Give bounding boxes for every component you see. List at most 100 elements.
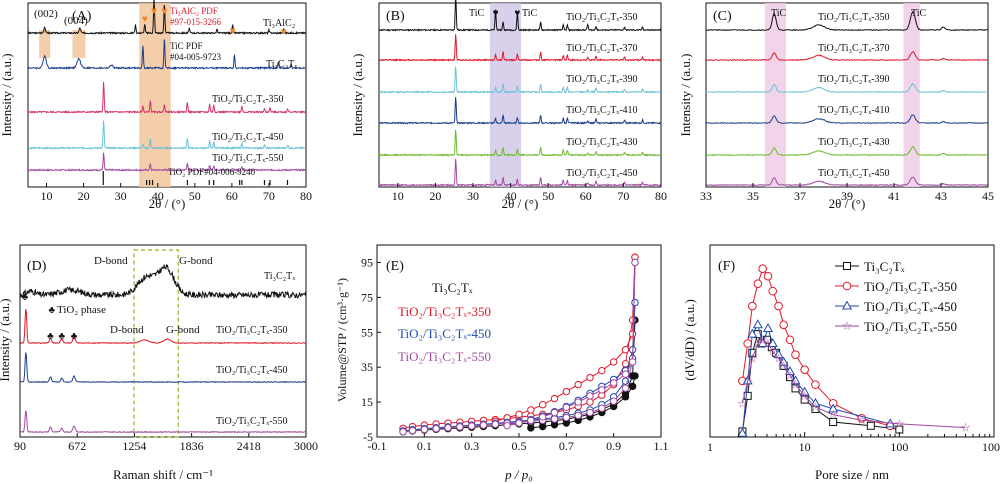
- series-b-430: TiO₂/Ti₃C₂Tₓ-430: [566, 137, 638, 148]
- panel-c-lines: [705, 10, 989, 187]
- panel-d: ♣ ♣ ♣ ♣ ♣ 90 672 1254 1836 2418 3000 (D) D-bond G…: [0, 244, 318, 482]
- series-b-370: TiO₂/Ti₃C₂Tₓ-370: [566, 43, 638, 54]
- series-d-ti3c2: Ti₃C₂Tₓ: [264, 271, 295, 282]
- b-xtick-label-6: 70: [617, 189, 629, 203]
- tic-peak-marker-b-0: ♥: [493, 8, 499, 19]
- psd-point-1-10: [791, 350, 800, 360]
- isotherm-point-3-0-16: [586, 408, 594, 417]
- club-marker-0: ♣: [22, 292, 29, 303]
- panel-e-lines: [399, 253, 639, 436]
- e-ytick-label-2: 35: [361, 360, 373, 374]
- panel-b-xlabel: 2θ / (°): [502, 196, 539, 211]
- legend-f-marker-0: [843, 262, 851, 270]
- tic-pdf-label: TiC PDF: [170, 41, 202, 51]
- b-xtick-label-1: 20: [429, 189, 441, 203]
- psd-point-2-3: [752, 319, 763, 329]
- isotherm-point-3-0-18: [609, 397, 618, 405]
- tic-label-c-1: TiC: [771, 8, 787, 19]
- peak-002-label: (002): [34, 8, 58, 20]
- psd-point-1-5: [763, 271, 773, 281]
- psd-point-2-6: [767, 337, 778, 347]
- isotherm-point-1-1-3: [527, 406, 535, 414]
- isotherm-point-1-1-2: [515, 410, 523, 419]
- psd-point-1-4: [758, 264, 767, 274]
- legend-f-label-2: TiO₂/Ti₃C₂Tₓ-450: [864, 299, 957, 314]
- isotherm-point-1-1-11: [621, 346, 630, 354]
- b-xtick-label-2: 30: [467, 189, 479, 203]
- isotherm-point-0-1-1: [538, 422, 547, 431]
- series-c-390: TiO₂/Ti₃C₂Tₓ-390: [818, 74, 890, 85]
- psd-point-1-9: [785, 335, 795, 345]
- isotherm-point-3-0-17: [598, 404, 606, 412]
- psd-point-3-10: ☆: [790, 378, 801, 392]
- b-xtick-label-7: 80: [655, 189, 667, 203]
- panel-a-ylabel: Intensity / (a.u.): [0, 53, 14, 136]
- isotherm-point-3-0-1: [408, 426, 417, 435]
- band-a-0: [39, 30, 51, 58]
- tic-label-b-2: TiC: [522, 8, 538, 19]
- a-xtick-label-7: 80: [300, 189, 312, 203]
- b-xtick-label-5: 60: [580, 189, 592, 203]
- isotherm-point-1-1-9: [598, 366, 606, 375]
- panel-b-bands: [489, 3, 522, 187]
- series-c-430: TiO₂/Ti₃C₂Tₓ-430: [818, 137, 890, 148]
- panel-a-ticks: 10 20 30 40 50 60 70 80: [41, 183, 312, 203]
- panel-e-xlabel: p / p₀: [504, 467, 533, 482]
- panel-a: ♥♥ ♥♥ ♥ 10 20 30 40 50 60 70 80 (A) (002) (004) T…: [0, 0, 312, 211]
- line-b-0: [378, 0, 662, 33]
- isotherm-point-3-1-10: [621, 370, 630, 378]
- club-marker-3: ♣: [71, 331, 78, 342]
- legend-f-label-1: TiO₂/Ti₃C₂Tₓ-350: [864, 279, 957, 294]
- panel-d-label: (D): [27, 259, 47, 274]
- panel-e-ticks: -0.1 0.1 0.3 0.5 0.7 0.9 1.1 -5 15 35 55 75 95: [361, 255, 669, 453]
- e-xtick-label-5: 0.9: [606, 439, 621, 453]
- series-c-370: TiO₂/Ti₃C₂Tₓ-370: [818, 43, 890, 54]
- f-xtick-label-3: 1000: [982, 440, 1000, 454]
- panel-a-xlabel: 2θ / (°): [149, 196, 186, 211]
- band-b-0: [489, 3, 522, 187]
- e-xtick-label-1: 0.1: [417, 439, 432, 453]
- line-c-2: [705, 82, 989, 94]
- e-ytick-label-5: 95: [361, 255, 373, 269]
- band-c-0: [764, 3, 786, 187]
- panel-f-xlabel: Pore size / nm: [815, 467, 889, 482]
- g-bond-label-top: G-bond: [179, 255, 213, 267]
- psd-point-2-13: [828, 403, 839, 413]
- isotherm-point-3-1-6: [574, 398, 582, 406]
- isotherm-point-3-0-19: [621, 384, 630, 392]
- panel-f-ylabel: (dV/dD) / (a.u.): [682, 299, 697, 381]
- legend-e-ti3c2: Ti₃C₂Tₓ: [432, 280, 473, 295]
- psd-line-1: [741, 267, 891, 427]
- a-xtick-label-2: 30: [115, 189, 127, 203]
- d-xtick-label-0: 90: [14, 439, 26, 453]
- a-xtick-label-1: 20: [78, 189, 90, 203]
- isotherm-point-3-0-2: [420, 425, 429, 434]
- panel-a-lines: ♥♥ ♥♥ ♥: [27, 0, 307, 185]
- psd-point-2-5: [762, 323, 774, 333]
- series-d-350: TiO₂/Ti₃C₂Tₓ-350: [216, 325, 288, 336]
- legend-f-marker-2: [841, 300, 853, 310]
- psd-point-2-0: [737, 427, 748, 437]
- isotherm-point-1-0-19: [621, 359, 630, 368]
- psd-point-3-3: ☆: [752, 337, 763, 351]
- psd-point-3-12: ☆: [810, 400, 821, 414]
- isotherm-point-0-1-0: [527, 424, 535, 432]
- band-a-2: [139, 3, 171, 187]
- isotherm-point-3-0-8: [491, 420, 500, 428]
- b-xtick-label-3: 40: [505, 189, 517, 203]
- panel-c-ticks: 33 35 37 39 41 43 45: [700, 183, 994, 203]
- f-xtick-label-1: 10: [799, 440, 811, 454]
- panel-c: 33 35 37 39 41 43 45 (C) TiC TiC TiO₂/Ti₃C₂Tₓ-…: [678, 2, 994, 211]
- e-xtick-label-6: 1.1: [654, 439, 669, 453]
- isotherm-point-0-1-8: [621, 393, 630, 401]
- panel-d-xlabel: Raman shift / cm⁻¹: [113, 467, 213, 482]
- panel-c-label: (C): [713, 9, 732, 24]
- line-b-4: [378, 129, 662, 157]
- psd-point-2-4: [757, 337, 768, 347]
- line-a-4: [27, 152, 307, 172]
- psd-point-3-7: ☆: [773, 351, 784, 365]
- isotherm-point-0-1-9: [628, 382, 637, 391]
- isotherm-point-1-0-16: [586, 398, 594, 406]
- psd-point-3-2: ☆: [747, 351, 758, 365]
- psd-point-0-14: [866, 421, 875, 430]
